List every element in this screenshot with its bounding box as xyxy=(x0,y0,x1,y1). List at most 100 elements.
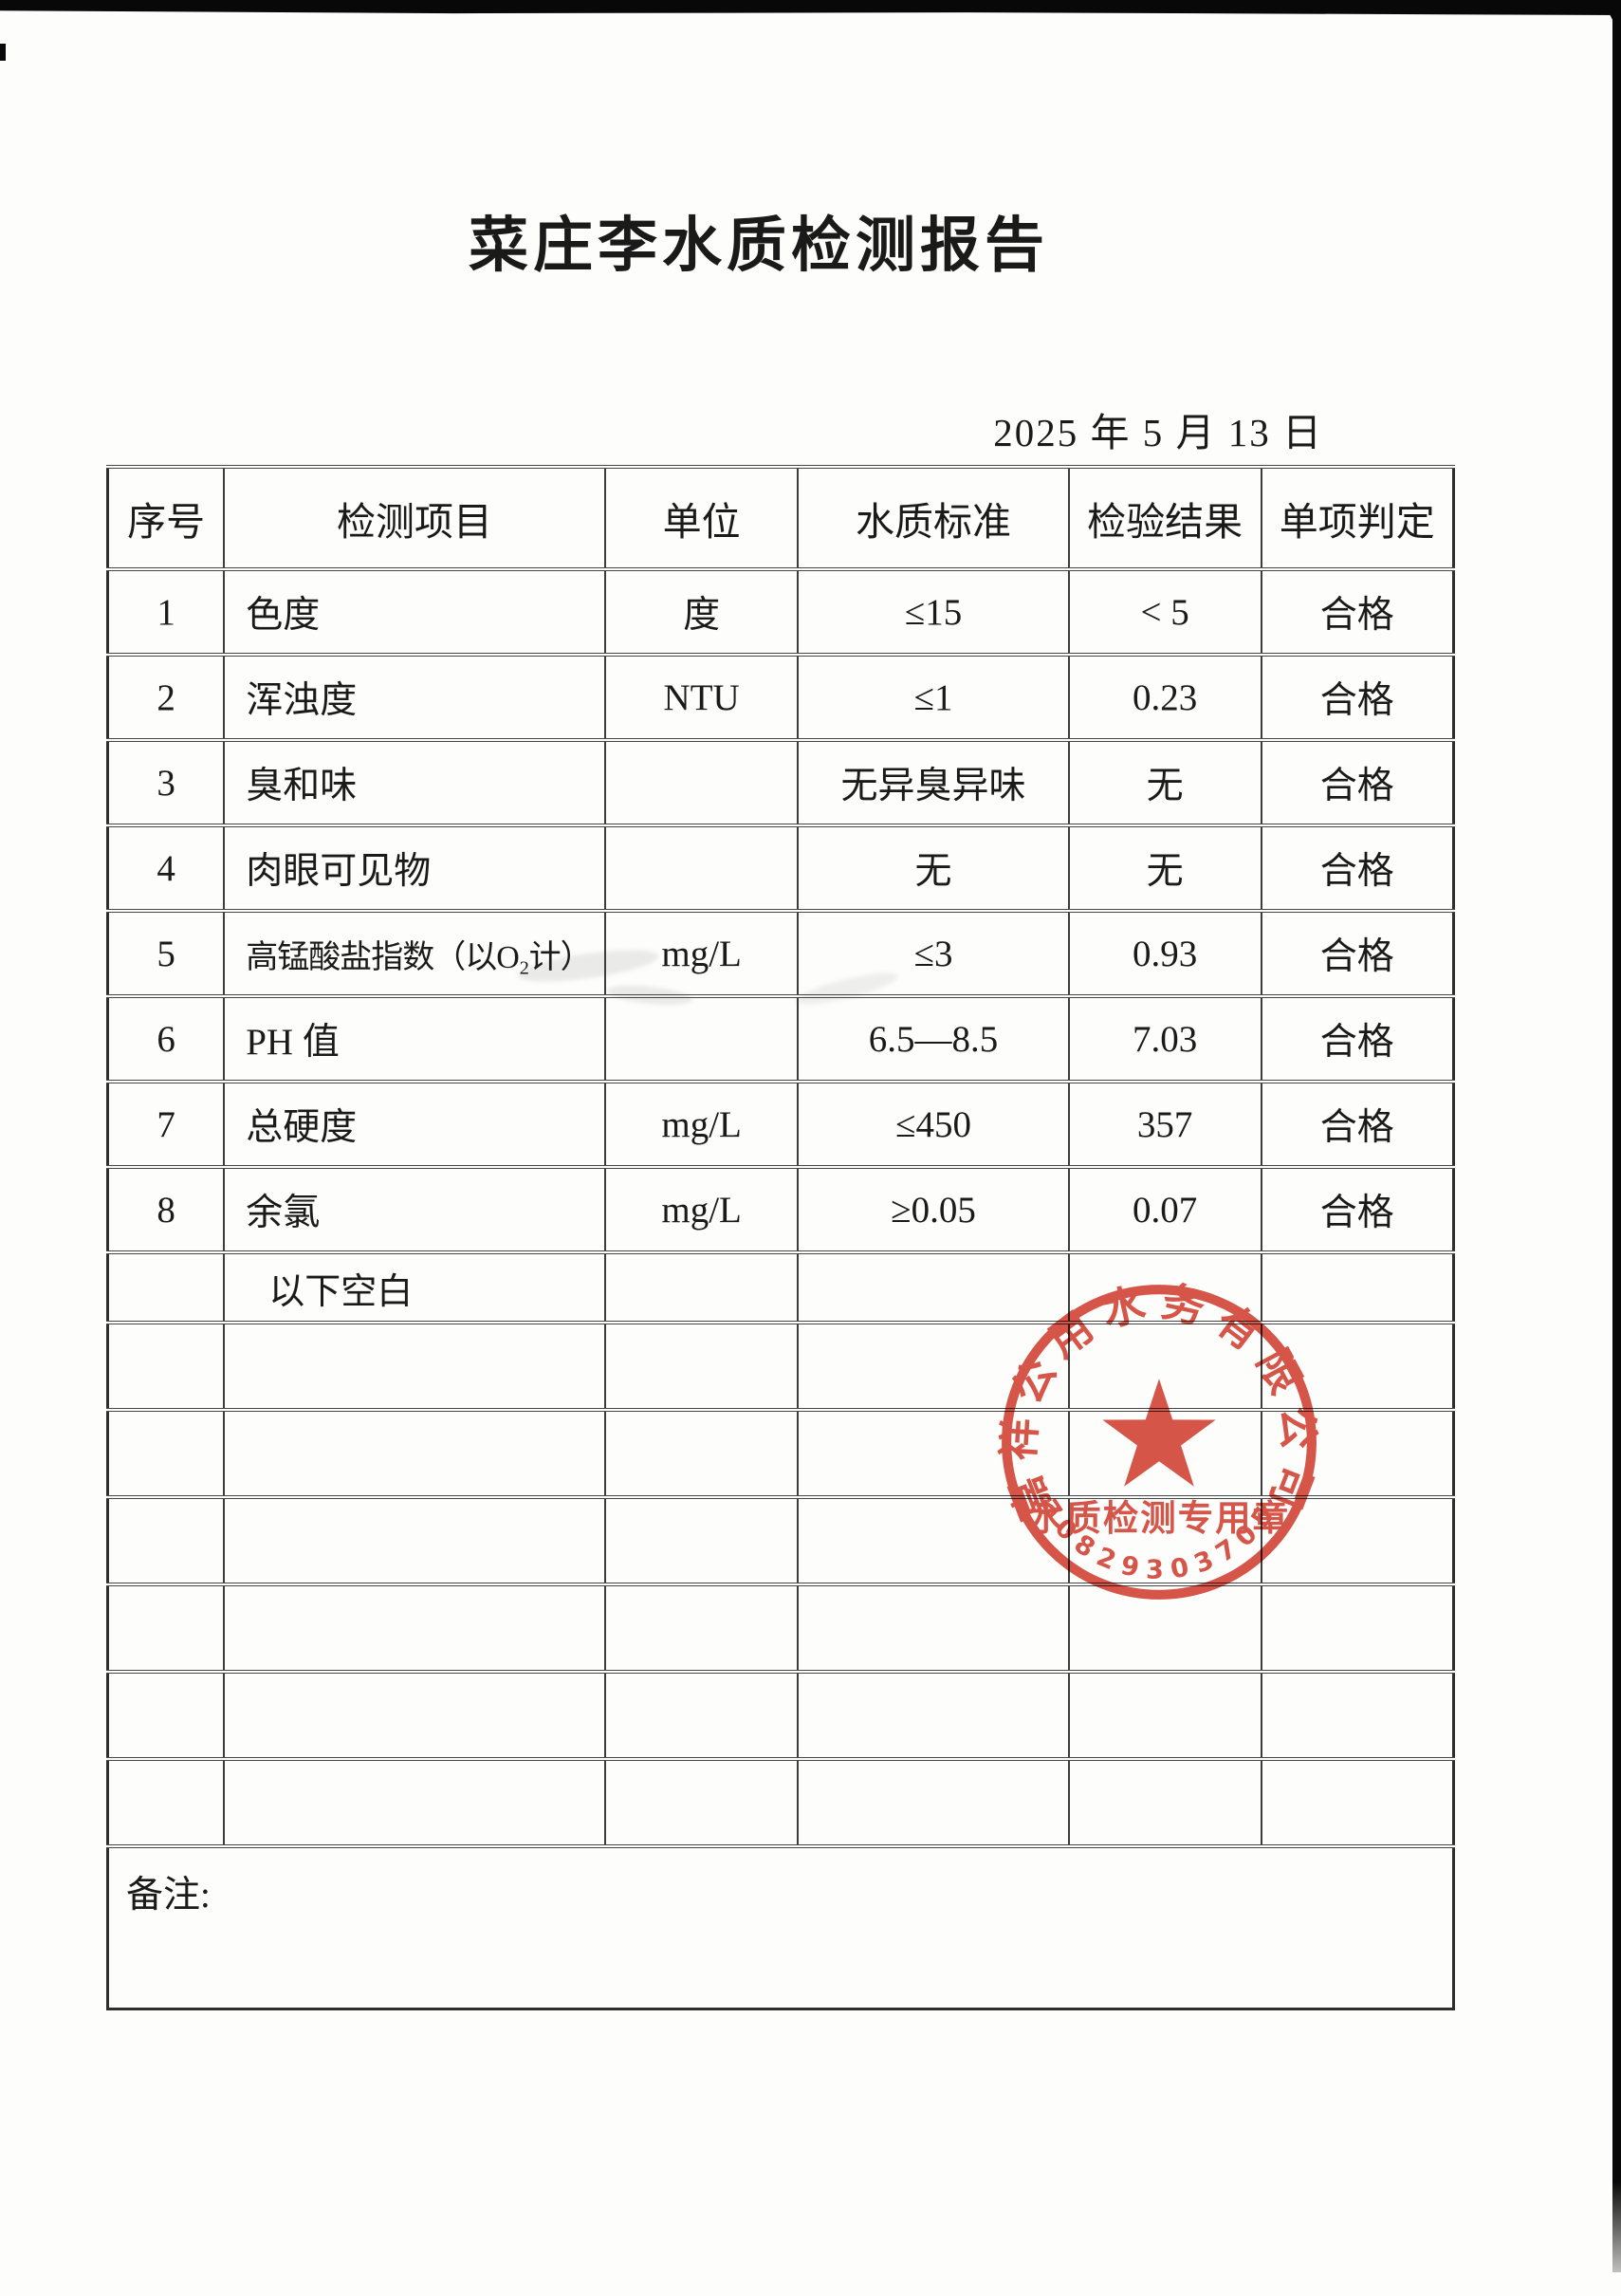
empty-cell xyxy=(1260,1670,1455,1759)
empty-row xyxy=(106,1583,1455,1672)
cell-standard: ≥0.05 xyxy=(797,1165,1070,1252)
cell-no: 8 xyxy=(106,1165,226,1252)
cell-no: 4 xyxy=(106,824,226,911)
empty-cell xyxy=(603,1670,800,1759)
empty-cell xyxy=(223,1321,606,1410)
cell-unit xyxy=(603,824,800,911)
cell-result: < 5 xyxy=(1067,567,1262,655)
scan-edge-right xyxy=(1612,0,1621,2272)
cell-no: 2 xyxy=(106,653,226,740)
cell-standard: ≤15 xyxy=(797,567,1070,655)
table-row: 8 余氯 mg/L ≥0.05 0.07 合格 xyxy=(106,1165,1455,1252)
cell-judgment: 合格 xyxy=(1260,824,1455,911)
empty-cell xyxy=(106,1757,226,1846)
header-cell-no: 序号 xyxy=(106,465,226,569)
cell-result: 0.23 xyxy=(1067,653,1262,740)
company-stamp: 嘉祥公用水务有限公司 水质检测专用章 3708293037055 xyxy=(996,1279,1322,1605)
empty-cell xyxy=(603,1250,800,1323)
remark-row: 备注: xyxy=(106,1844,1455,2009)
cell-judgment: 合格 xyxy=(1260,909,1455,996)
table-row: 2 浑浊度 NTU ≤1 0.23 合格 xyxy=(106,653,1455,740)
empty-cell xyxy=(1260,1250,1455,1323)
empty-cell xyxy=(797,1408,1070,1497)
empty-cell xyxy=(797,1583,1070,1672)
empty-cell xyxy=(1260,1583,1455,1672)
cell-unit: mg/L xyxy=(603,909,800,996)
cell-unit: mg/L xyxy=(603,1165,800,1252)
blank-note-row: 以下空白 xyxy=(106,1250,1455,1323)
header-row: 序号 检测项目 单位 水质标准 检验结果 单项判定 xyxy=(106,465,1455,569)
empty-cell xyxy=(223,1670,606,1759)
cell-standard: ≤450 xyxy=(797,1080,1070,1167)
empty-cell xyxy=(1067,1321,1262,1410)
cell-no: 1 xyxy=(106,567,226,655)
empty-cell xyxy=(223,1495,606,1584)
empty-cell xyxy=(223,1757,606,1846)
empty-cell xyxy=(603,1408,800,1497)
cell-standard: 无 xyxy=(797,824,1070,911)
cell-result: 357 xyxy=(1067,1080,1262,1167)
cell-standard: 6.5—8.5 xyxy=(797,994,1070,1082)
empty-row xyxy=(106,1670,1455,1759)
cell-unit: 度 xyxy=(603,567,800,655)
cell-result: 7.03 xyxy=(1067,994,1262,1082)
empty-cell xyxy=(1067,1495,1262,1584)
cell-unit xyxy=(603,994,800,1082)
empty-cell xyxy=(106,1670,226,1759)
cell-item: 总硬度 xyxy=(223,1080,606,1167)
cell-standard: 无异臭异味 xyxy=(797,738,1070,825)
table-row: 5 高锰酸盐指数（以O₂计） mg/L ≤3 0.93 合格 xyxy=(106,909,1455,996)
empty-cell xyxy=(603,1321,800,1410)
empty-cell xyxy=(797,1250,1070,1323)
cell-judgment: 合格 xyxy=(1260,567,1455,655)
cell-judgment: 合格 xyxy=(1260,1165,1455,1252)
empty-cell xyxy=(603,1583,800,1672)
empty-cell xyxy=(797,1757,1070,1846)
cell-no: 5 xyxy=(106,909,226,996)
header-cell-result: 检验结果 xyxy=(1067,465,1262,569)
empty-cell xyxy=(106,1250,226,1323)
table-row: 3 臭和味 无异臭异味 无 合格 xyxy=(106,738,1455,825)
cell-result: 0.07 xyxy=(1067,1165,1262,1252)
cell-no: 3 xyxy=(106,738,226,825)
scan-edge-tick xyxy=(0,44,6,61)
report-date: 2025 年 5 月 13 日 xyxy=(993,411,1323,454)
cell-item: 色度 xyxy=(223,567,606,655)
table-row: 1 色度 度 ≤15 < 5 合格 xyxy=(106,567,1455,655)
star-icon xyxy=(1102,1379,1216,1487)
scan-edge-top xyxy=(0,0,1621,15)
cell-standard: ≤1 xyxy=(797,653,1070,740)
cell-item: PH 值 xyxy=(223,994,606,1082)
cell-item: 臭和味 xyxy=(223,738,606,825)
empty-cell xyxy=(603,1757,800,1846)
cell-judgment: 合格 xyxy=(1260,653,1455,740)
empty-cell xyxy=(223,1583,606,1672)
cell-unit: mg/L xyxy=(603,1080,800,1167)
cell-unit: NTU xyxy=(603,653,800,740)
header-cell-item: 检测项目 xyxy=(223,465,606,569)
empty-cell xyxy=(1260,1757,1455,1846)
cell-item: 余氯 xyxy=(223,1165,606,1252)
empty-cell xyxy=(106,1495,226,1584)
empty-cell xyxy=(223,1408,606,1497)
empty-row xyxy=(106,1408,1455,1497)
cell-item: 高锰酸盐指数（以O₂计） xyxy=(223,909,606,996)
stamp-ring xyxy=(1002,1285,1317,1600)
blank-note-cell: 以下空白 xyxy=(223,1250,606,1323)
header-cell-standard: 水质标准 xyxy=(797,465,1070,569)
cell-judgment: 合格 xyxy=(1260,994,1455,1082)
cell-standard: ≤3 xyxy=(797,909,1070,996)
cell-unit xyxy=(603,738,800,825)
header-cell-judgment: 单项判定 xyxy=(1260,465,1455,569)
remark-cell: 备注: xyxy=(106,1844,1455,2009)
cell-item: 肉眼可见物 xyxy=(223,824,606,911)
table-row: 7 总硬度 mg/L ≤450 357 合格 xyxy=(106,1080,1455,1167)
water-quality-table: 序号 检测项目 单位 水质标准 检验结果 单项判定 1 色度 度 ≤15 < 5… xyxy=(106,465,1455,2010)
stamp-center-label: 水质检测专用章 xyxy=(1028,1498,1290,1539)
empty-cell xyxy=(603,1495,800,1584)
table-row: 6 PH 值 6.5—8.5 7.03 合格 xyxy=(106,994,1455,1082)
table-row: 4 肉眼可见物 无 无 合格 xyxy=(106,824,1455,911)
stamp-svg: 嘉祥公用水务有限公司 水质检测专用章 3708293037055 xyxy=(996,1279,1317,1600)
cell-result: 无 xyxy=(1067,824,1262,911)
